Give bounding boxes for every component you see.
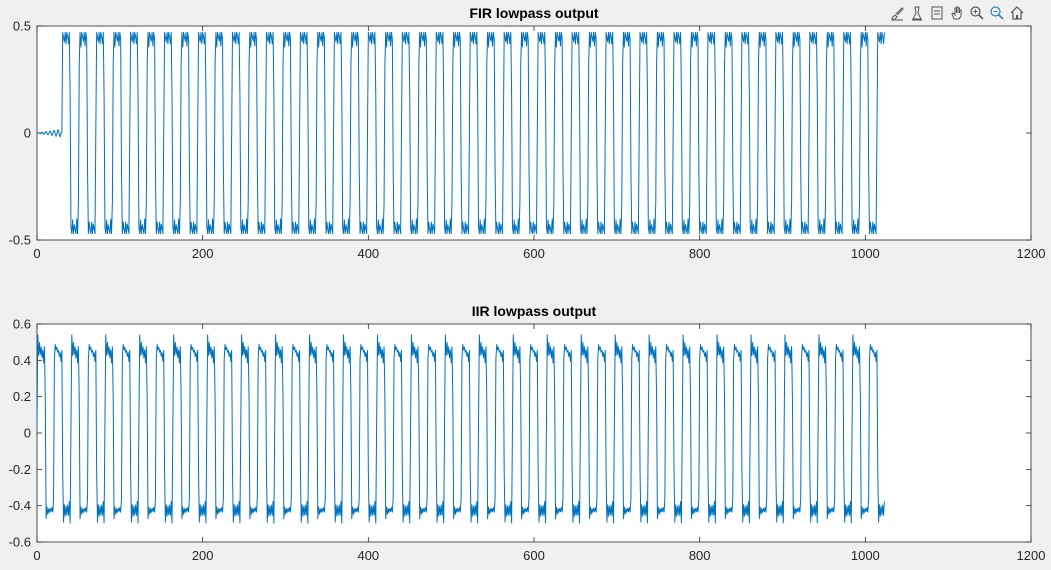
zoom-in-button[interactable] xyxy=(968,4,986,22)
y-tick-label: 0.2 xyxy=(13,389,31,404)
x-tick-label: 0 xyxy=(33,246,40,261)
x-tick-label: 200 xyxy=(192,548,214,563)
zoom-out-button[interactable] xyxy=(988,4,1006,22)
zoom-out-icon xyxy=(990,6,1004,20)
plot-area xyxy=(36,25,1032,241)
y-tick-label: -0.4 xyxy=(9,498,31,513)
x-tick-label: 1000 xyxy=(851,246,880,261)
data-tips-icon xyxy=(912,6,922,21)
y-tick-label: 0.5 xyxy=(13,19,31,34)
x-tick-label: 1200 xyxy=(1017,246,1046,261)
axes-2: IIR lowpass output 0 200 400 600 800 1000 1200 -… xyxy=(9,303,1046,563)
y-tick-label: -0.2 xyxy=(9,462,31,477)
axes-toolbar xyxy=(888,4,1026,22)
pan-icon xyxy=(951,6,962,20)
x-tick-label: 400 xyxy=(357,246,379,261)
y-tick-label: 0 xyxy=(24,126,31,141)
restore-view-button[interactable] xyxy=(928,4,946,22)
zoom-in-icon xyxy=(970,6,984,20)
y-tick-label: 0 xyxy=(24,426,31,441)
y-tick-label: -0.6 xyxy=(9,535,31,550)
brush-button[interactable] xyxy=(888,4,906,22)
y-tick-label: 0.6 xyxy=(13,317,31,332)
x-tick-label: 800 xyxy=(689,246,711,261)
x-tick-label: 400 xyxy=(357,548,379,563)
home-button[interactable] xyxy=(1008,4,1026,22)
x-tick-label: 1200 xyxy=(1017,548,1046,563)
brush-icon xyxy=(891,7,904,21)
x-tick-label: 1000 xyxy=(851,548,880,563)
pan-button[interactable] xyxy=(948,4,966,22)
restore-view-icon xyxy=(931,6,943,20)
axes-1: FIR lowpass output 0 200 400 600 800 1000 1200 -… xyxy=(9,5,1046,261)
y-tick-label: -0.5 xyxy=(9,233,31,248)
series-line xyxy=(36,31,885,235)
x-tick-label: 0 xyxy=(33,548,40,563)
y-tick-label: 0.4 xyxy=(13,353,31,368)
data-tips-button[interactable] xyxy=(908,4,926,22)
x-tick-label: 600 xyxy=(523,548,545,563)
x-tick-label: 800 xyxy=(689,548,711,563)
chart-title: FIR lowpass output xyxy=(469,5,598,21)
x-tick-label: 200 xyxy=(192,246,214,261)
home-icon xyxy=(1010,6,1024,20)
x-tick-label: 600 xyxy=(523,246,545,261)
chart-title: IIR lowpass output xyxy=(472,303,597,319)
series-line xyxy=(36,334,885,524)
